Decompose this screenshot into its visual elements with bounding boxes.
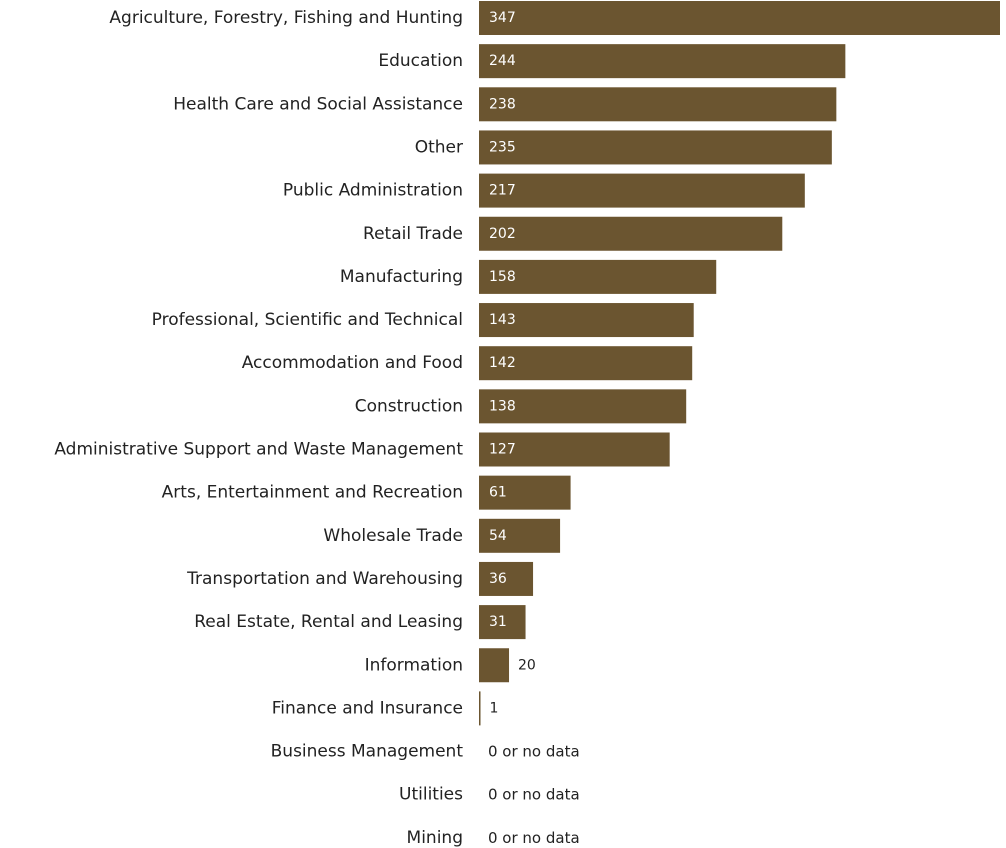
bar — [479, 475, 571, 510]
category-label: Administrative Support and Waste Managem… — [54, 440, 463, 460]
value-label: 54 — [489, 528, 507, 544]
value-label: 31 — [489, 614, 507, 630]
bar — [479, 303, 694, 338]
category-label: Information — [365, 655, 463, 675]
bar — [479, 173, 805, 208]
category-label: Utilities — [399, 785, 463, 805]
bar — [479, 432, 670, 467]
bar — [479, 648, 510, 683]
bar — [479, 259, 717, 294]
category-label: Construction — [355, 396, 463, 416]
bar — [479, 44, 846, 79]
value-label: 158 — [489, 269, 516, 285]
bar — [479, 691, 481, 726]
value-label: 20 — [518, 657, 536, 673]
value-label: 244 — [489, 53, 516, 69]
category-label: Agriculture, Forestry, Fishing and Hunti… — [109, 8, 463, 28]
value-label: 61 — [489, 485, 507, 501]
category-label: Wholesale Trade — [323, 526, 463, 546]
value-label: 142 — [489, 355, 516, 371]
bar — [479, 130, 832, 165]
no-data-label: 0 or no data — [488, 829, 580, 847]
category-label: Mining — [407, 828, 463, 848]
bar — [479, 87, 837, 122]
category-label: Health Care and Social Assistance — [173, 94, 463, 114]
category-label: Finance and Insurance — [272, 698, 463, 718]
bar — [479, 216, 783, 251]
value-label: 347 — [489, 10, 516, 26]
category-label: Education — [378, 51, 463, 71]
category-label: Business Management — [271, 742, 464, 762]
category-label: Arts, Entertainment and Recreation — [162, 483, 463, 503]
bar — [479, 605, 526, 640]
category-label: Other — [415, 137, 463, 157]
category-label: Accommodation and Food — [242, 353, 463, 373]
value-label: 235 — [489, 139, 516, 155]
category-label: Transportation and Warehousing — [186, 569, 463, 589]
no-data-label: 0 or no data — [488, 786, 580, 804]
value-label: 36 — [489, 571, 507, 587]
value-label: 1 — [490, 700, 499, 716]
category-label: Real Estate, Rental and Leasing — [194, 612, 463, 632]
bar — [479, 389, 687, 424]
category-label: Manufacturing — [340, 267, 463, 287]
no-data-label: 0 or no data — [488, 743, 580, 761]
bar — [479, 561, 534, 596]
value-label: 238 — [489, 96, 516, 112]
value-label: 202 — [489, 226, 516, 242]
value-label: 143 — [489, 312, 516, 328]
bar — [479, 518, 561, 553]
category-label: Professional, Scientific and Technical — [152, 310, 463, 330]
value-label: 138 — [489, 398, 516, 414]
value-label: 217 — [489, 183, 516, 199]
bar — [479, 346, 693, 381]
category-label: Retail Trade — [363, 224, 463, 244]
value-label: 127 — [489, 442, 516, 458]
bar — [479, 1, 1000, 35]
category-label: Public Administration — [283, 181, 463, 201]
